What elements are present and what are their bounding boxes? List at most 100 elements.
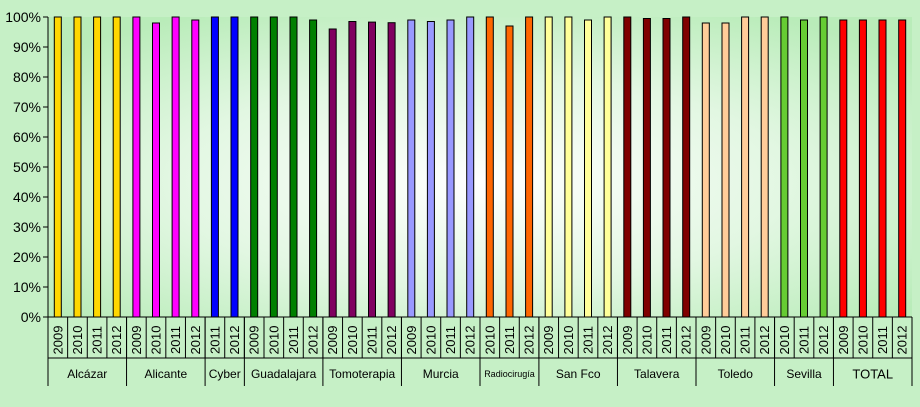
x-tick-label-year: 2011 (797, 326, 812, 354)
bar-san-fco-2012 (603, 16, 612, 318)
bar-radiocirug-a-2011 (505, 25, 514, 318)
bar-total-2011 (878, 19, 887, 318)
x-group-label: Alcázar (67, 367, 107, 381)
x-tick-label-year: 2009 (698, 326, 713, 355)
x-group-label: Murcia (423, 367, 459, 381)
bar-talavera-2009 (623, 16, 632, 318)
x-tick-label-year: 2011 (659, 326, 674, 354)
x-tick-label-year: 2012 (679, 326, 694, 355)
bar-toledo-2012 (760, 16, 769, 318)
bar-tomoterapia-2010 (348, 21, 357, 318)
bar-sevilla-2012 (819, 16, 828, 318)
bar-cyber-2012 (230, 16, 239, 318)
y-tick-label: 20% (13, 249, 41, 265)
x-tick-label-year: 2011 (738, 326, 753, 354)
bar-guadalajara-2011 (289, 16, 298, 318)
x-tick-label-year: 2009 (129, 326, 144, 355)
x-group-label: San Fco (556, 367, 601, 381)
bar-sevilla-2011 (800, 19, 808, 318)
bar-murcia-2009 (407, 19, 416, 318)
x-tick-label-year: 2010 (345, 326, 360, 355)
bar-alc-zar-2009 (53, 16, 62, 318)
x-tick-label-year: 2011 (502, 326, 517, 354)
x-tick-label-year: 2011 (90, 326, 105, 354)
y-tick-label: 10% (13, 279, 41, 295)
x-tick-label-year: 2012 (188, 326, 203, 355)
x-tick-label-year: 2010 (777, 326, 792, 355)
x-tick-label-year: 2011 (168, 326, 183, 354)
bar-murcia-2012 (466, 16, 475, 318)
x-tick-label-year: 2009 (836, 326, 851, 355)
x-tick-label-year: 2010 (639, 326, 654, 355)
y-tick-label: 80% (13, 69, 41, 85)
x-tick-label-year: 2010 (561, 326, 576, 355)
y-tick-label: 60% (13, 129, 41, 145)
x-group-label: Guadalajara (251, 367, 317, 381)
bar-tomoterapia-2012 (387, 22, 396, 318)
bar-san-fco-2009 (544, 16, 553, 318)
bar-total-2009 (839, 19, 848, 318)
x-tick-label-year: 2010 (482, 326, 497, 355)
bar-talavera-2011 (662, 18, 671, 318)
bar-san-fco-2011 (584, 19, 592, 318)
x-tick-label-year: 2011 (581, 326, 596, 354)
x-tick-label-year: 2010 (423, 326, 438, 355)
x-tick-label-year: 2012 (522, 326, 537, 355)
x-tick-label-year: 2012 (895, 326, 910, 355)
bar-alicante-2011 (171, 16, 180, 318)
x-tick-label-year: 2009 (325, 326, 340, 355)
x-group-label: Alicante (144, 367, 187, 381)
y-tick-label: 30% (13, 219, 41, 235)
x-tick-label-year: 2009 (50, 326, 65, 355)
x-tick-label-year: 2012 (757, 326, 772, 355)
y-tick-label: 50% (13, 159, 41, 175)
y-tick-label: 0% (21, 309, 41, 325)
bar-talavera-2010 (642, 18, 651, 318)
bar-murcia-2010 (426, 21, 435, 318)
bar-toledo-2009 (701, 22, 710, 318)
x-tick-label-year: 2009 (404, 326, 419, 355)
bar-tomoterapia-2011 (368, 21, 376, 318)
bar-toledo-2011 (741, 16, 750, 318)
x-tick-label-year: 2010 (266, 326, 281, 355)
bar-radiocirug-a-2012 (525, 16, 534, 318)
bar-talavera-2012 (682, 16, 691, 318)
x-group-label: Toledo (718, 367, 754, 381)
y-tick-label: 90% (13, 39, 41, 55)
bar-tomoterapia-2009 (328, 28, 337, 318)
x-tick-label-year: 2011 (875, 326, 890, 354)
bar-alicante-2009 (132, 16, 141, 318)
bar-sevilla-2010 (780, 16, 789, 318)
x-tick-label-year: 2012 (600, 326, 615, 355)
y-tick-label: 100% (5, 9, 41, 25)
bar-murcia-2011 (446, 19, 455, 318)
y-tick-label: 70% (13, 99, 41, 115)
x-group-label: Cyber (209, 367, 241, 381)
x-tick-label-year: 2012 (816, 326, 831, 355)
bar-alc-zar-2011 (93, 16, 102, 318)
x-tick-label-year: 2010 (855, 326, 870, 355)
x-tick-label-year: 2010 (70, 326, 85, 355)
bar-cyber-2011 (210, 16, 219, 318)
bar-san-fco-2010 (564, 16, 573, 318)
x-group-label: Radiocirugía (484, 369, 535, 379)
x-tick-label-year: 2009 (620, 326, 635, 355)
x-tick-label-year: 2012 (109, 326, 124, 355)
x-tick-label-year: 2010 (149, 326, 164, 355)
x-group-label: Sevilla (786, 367, 822, 381)
bar-alc-zar-2012 (112, 16, 121, 318)
bar-total-2012 (898, 19, 907, 318)
bar-total-2010 (858, 19, 867, 318)
x-tick-label-year: 2010 (718, 326, 733, 355)
x-group-label: TOTAL (852, 367, 893, 382)
y-tick-label: 40% (13, 189, 41, 205)
x-group-label: Tomoterapia (329, 367, 395, 381)
x-tick-label-year: 2009 (247, 326, 262, 355)
x-tick-label-year: 2012 (306, 326, 321, 355)
bar-radiocirug-a-2010 (485, 16, 494, 318)
bar-alicante-2012 (191, 19, 200, 318)
bar-alc-zar-2010 (73, 16, 82, 318)
x-tick-label-year: 2011 (443, 326, 458, 354)
bar-toledo-2010 (721, 22, 730, 318)
